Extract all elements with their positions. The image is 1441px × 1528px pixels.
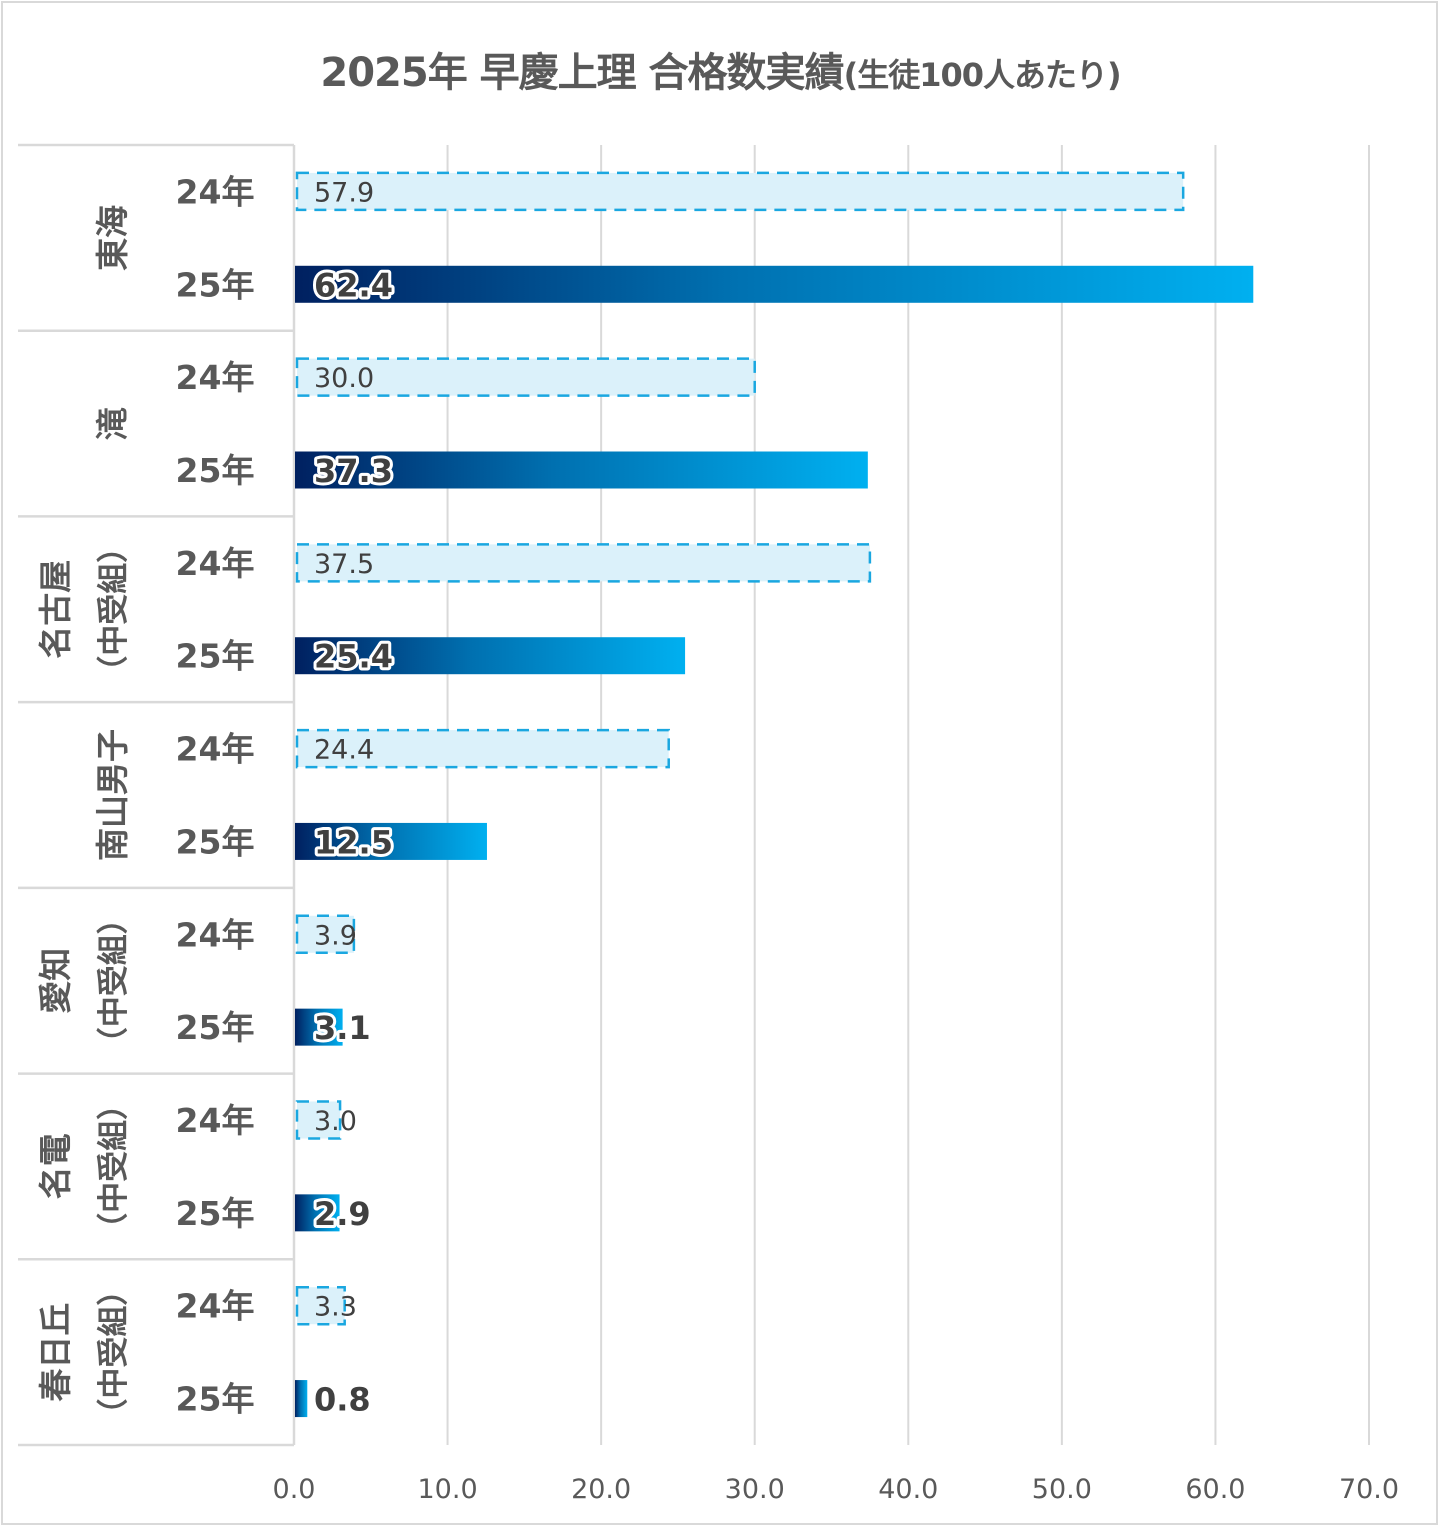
data-label-25: 0.8 (314, 1381, 371, 1419)
school-name: 東海 (93, 205, 132, 271)
school-note: （中受組） (96, 903, 132, 1058)
data-label-24: 30.0 (314, 363, 374, 394)
gridlines (446, 145, 1370, 1445)
series-label: 25年 (176, 1008, 255, 1047)
series-label: 24年 (176, 915, 255, 954)
bar-25 (295, 1008, 343, 1046)
bars: 57.9 62.4 30.0 37.3 37.5 25.4 24.4 12.5 3.9 3.1 3.… (295, 171, 1254, 1422)
bar-24 (295, 1285, 346, 1326)
data-label-24: 3.3 (314, 1292, 357, 1323)
data-label-24: 3.9 (314, 920, 357, 951)
bar-24 (295, 171, 1185, 212)
bar-25 (295, 265, 1254, 303)
value-axis: 0.0 10.0 20.0 30.0 40.0 50.0 60.0 70.0 (273, 1474, 1400, 1505)
chart-title: 2025年 早慶上理 合格数実績(生徒100人あたり) (0, 40, 1441, 98)
school-note: （中受組） (96, 532, 132, 687)
series-label: 24年 (176, 730, 255, 769)
x-tick-label: 20.0 (571, 1474, 631, 1505)
school-name: 南山男子 (93, 729, 132, 861)
data-label-25: 25.4 (314, 638, 393, 676)
series-label: 24年 (176, 358, 255, 397)
x-tick-label: 60.0 (1185, 1474, 1245, 1505)
data-label-24: 57.9 (314, 177, 374, 208)
series-label: 25年 (176, 451, 255, 490)
series-label: 25年 (176, 265, 255, 304)
chart-subtitle: (生徒100人あたり) (843, 56, 1122, 94)
school-note: （中受組） (96, 1275, 132, 1430)
school-name: 春日丘 (36, 1303, 75, 1402)
bar-25 (295, 1380, 308, 1418)
bar-24 (295, 728, 670, 769)
school-name: 名電 (36, 1133, 75, 1199)
chart-title-main: 2025年 早慶上理 合格数実績 (320, 50, 844, 96)
bar-24 (295, 543, 872, 583)
data-label-25: 2.9 (314, 1195, 371, 1233)
bar-24 (295, 1100, 342, 1140)
x-tick-label: 40.0 (878, 1474, 938, 1505)
series-label: 24年 (176, 544, 255, 583)
series-label: 25年 (176, 1194, 255, 1233)
data-label-25: 3.1 (314, 1009, 371, 1047)
school-note: （中受組） (96, 1089, 132, 1244)
school-name: 愛知 (36, 948, 75, 1014)
data-label-25: 37.3 (314, 452, 393, 490)
series-label: 24年 (176, 1287, 255, 1326)
x-tick-label: 30.0 (725, 1474, 785, 1505)
school-name: 滝 (93, 407, 132, 440)
x-tick-label: 70.0 (1339, 1474, 1399, 1505)
series-label: 25年 (176, 822, 255, 861)
series-label: 24年 (176, 172, 255, 211)
series-label: 25年 (176, 1380, 255, 1419)
data-label-25: 12.5 (314, 823, 393, 861)
bar-24 (295, 357, 756, 397)
series-label: 24年 (176, 1101, 255, 1140)
data-label-24: 24.4 (314, 735, 374, 766)
x-tick-label: 0.0 (273, 1474, 316, 1505)
bar-25 (295, 822, 487, 860)
data-label-24: 3.0 (314, 1106, 357, 1137)
data-label-24: 37.5 (314, 549, 374, 580)
school-name: 名古屋 (36, 560, 75, 659)
bar-25 (295, 637, 686, 675)
bar-24 (295, 914, 356, 955)
data-label-25: 62.4 (314, 266, 393, 304)
x-tick-label: 10.0 (418, 1474, 478, 1505)
bar-25 (295, 1194, 340, 1232)
series-label: 25年 (176, 637, 255, 676)
x-tick-label: 50.0 (1032, 1474, 1092, 1505)
bar-25 (295, 451, 868, 489)
